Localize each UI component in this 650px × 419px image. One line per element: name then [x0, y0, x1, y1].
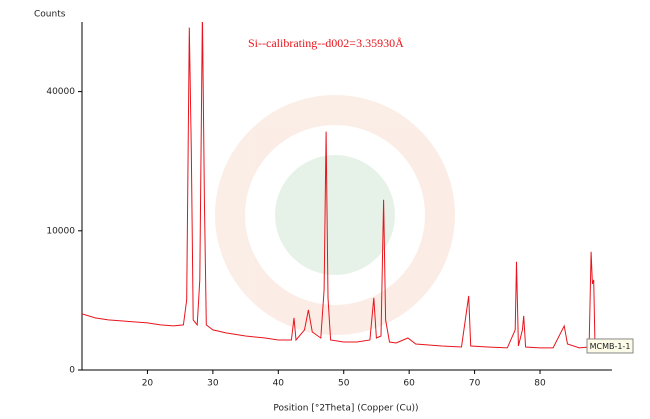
x-tick-label: 40 — [273, 379, 285, 389]
y-tick-label: 40000 — [46, 87, 75, 97]
x-tick-label: 20 — [142, 379, 154, 389]
series-label: MCMB-1-1 — [590, 342, 631, 351]
y-tick-label: 0 — [69, 366, 75, 376]
annotation: Si--calibrating--d002=3.35930Å — [248, 36, 404, 50]
x-tick-label: 70 — [469, 379, 481, 389]
x-tick-label: 50 — [338, 379, 350, 389]
data-line — [82, 22, 612, 351]
x-tick-label: 60 — [403, 379, 415, 389]
series-label-box — [586, 338, 634, 354]
plot-area — [82, 22, 612, 351]
x-tick-label: 30 — [207, 379, 219, 389]
watermark — [215, 95, 455, 335]
y-tick-label: 10000 — [46, 226, 75, 236]
x-axis-label: Position [°2Theta] (Copper (Cu)) — [273, 404, 418, 414]
y-axis-label: Counts — [34, 10, 66, 20]
x-tick-label: 80 — [534, 379, 546, 389]
